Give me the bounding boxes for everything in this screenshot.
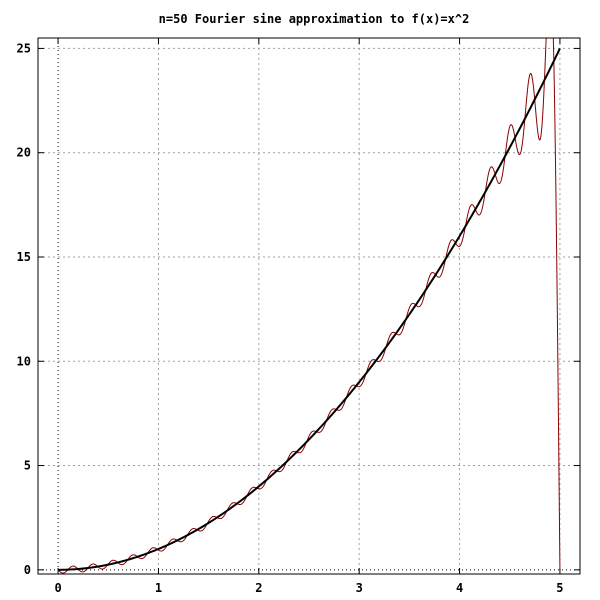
ticks (38, 38, 580, 574)
series-fourier-approximation (57, 38, 561, 574)
x-tick-label-1: 1 (155, 581, 162, 595)
y-tick-label-15: 15 (17, 250, 31, 264)
y-tick-label-20: 20 (17, 146, 31, 160)
plot-frame (37, 37, 581, 575)
series-layer (57, 38, 561, 574)
y-tick-label-5: 5 (24, 459, 31, 473)
x-tick-label-5: 5 (556, 581, 563, 595)
series-exact-function (58, 47, 561, 571)
grid (38, 38, 580, 574)
x-tick-label-2: 2 (255, 581, 262, 595)
y-tick-label-25: 25 (17, 41, 31, 55)
chart-title: n=50 Fourier sine approximation to f(x)=… (159, 12, 470, 26)
y-tick-label-0: 0 (24, 563, 31, 577)
y-tick-label-10: 10 (17, 354, 31, 368)
zero-lines (38, 38, 580, 574)
x-tick-label-3: 3 (356, 581, 363, 595)
x-tick-label-4: 4 (456, 581, 463, 595)
x-tick-label-0: 0 (54, 581, 61, 595)
tick-labels: 0 1 2 3 4 5 0 5 10 15 20 25 (17, 41, 564, 595)
